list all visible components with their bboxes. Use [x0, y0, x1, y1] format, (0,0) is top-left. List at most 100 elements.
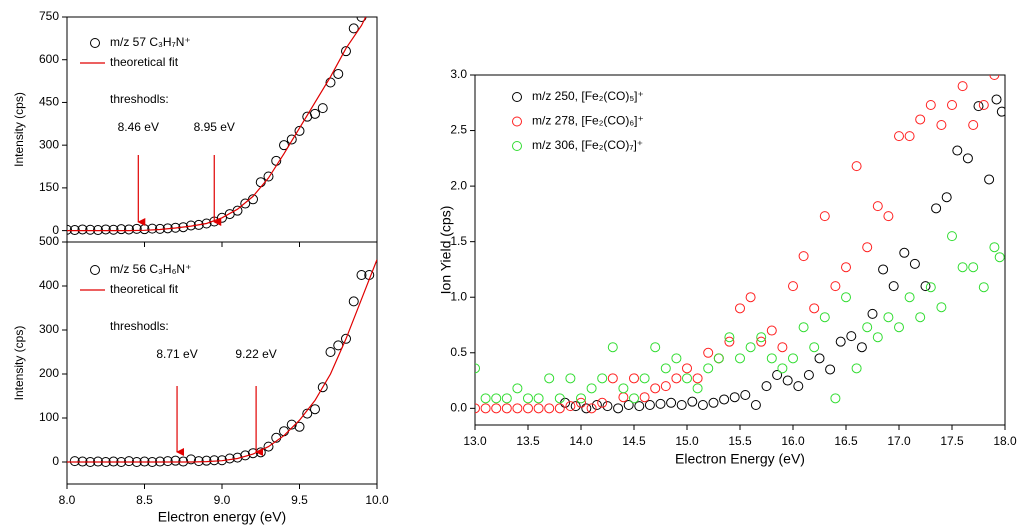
- data-point: [761, 381, 772, 392]
- data-point: [286, 419, 297, 430]
- legend-marker: [512, 92, 522, 102]
- data-point: [650, 383, 661, 394]
- data-point: [310, 404, 320, 415]
- data-point: [576, 397, 586, 408]
- x-tick-label: 17.5: [940, 434, 964, 448]
- data-point: [232, 205, 243, 216]
- data-point: [708, 397, 719, 408]
- data-point: [170, 455, 181, 466]
- data-point: [108, 224, 119, 235]
- y-tick-label: 450: [39, 95, 59, 109]
- data-point: [936, 302, 947, 313]
- data-point: [147, 223, 158, 234]
- data-point: [666, 397, 677, 408]
- data-point: [317, 382, 328, 393]
- data-point: [724, 332, 735, 343]
- y-tick-label: 1.0: [450, 289, 467, 303]
- data-point: [629, 393, 639, 404]
- threshold-label: 9.22 eV: [235, 347, 276, 361]
- plot-area: [67, 259, 377, 467]
- data-point: [703, 347, 714, 358]
- data-point: [915, 114, 926, 125]
- y-axis-label: Intensity (cps): [12, 326, 26, 401]
- data-point: [660, 363, 671, 374]
- data-point: [333, 68, 344, 79]
- y-tick-label: 200: [39, 366, 59, 380]
- data-point: [841, 292, 851, 303]
- data-point: [830, 281, 841, 292]
- data-point: [491, 393, 502, 404]
- data-point: [302, 408, 313, 419]
- x-axis-label: Electron Energy (eV): [675, 451, 805, 467]
- x-tick-label: 13.0: [463, 434, 487, 448]
- data-point: [830, 393, 841, 404]
- data-point: [565, 401, 576, 412]
- data-point: [201, 455, 212, 466]
- data-point: [356, 270, 367, 280]
- data-point: [729, 392, 740, 403]
- data-point: [581, 403, 592, 414]
- x-tick-label: 13.5: [516, 434, 540, 448]
- data-point: [991, 94, 1002, 105]
- data-point: [491, 403, 502, 414]
- data-point: [772, 370, 783, 380]
- data-point: [586, 383, 597, 394]
- x-tick-label: 14.0: [569, 434, 593, 448]
- data-point: [116, 224, 127, 235]
- data-point: [475, 363, 480, 374]
- data-point: [263, 171, 274, 182]
- data-point: [348, 296, 359, 307]
- data-point: [862, 322, 873, 333]
- data-point: [501, 403, 512, 414]
- data-point: [782, 375, 793, 386]
- legend-marker: [512, 141, 522, 151]
- data-point: [735, 303, 745, 314]
- data-point: [512, 383, 523, 394]
- data-point: [544, 373, 555, 384]
- data-point: [724, 336, 735, 347]
- data-point: [883, 211, 894, 222]
- data-point: [777, 342, 788, 353]
- data-point: [607, 342, 618, 353]
- x-tick-label: 10.0: [365, 493, 389, 507]
- y-tick-label: 100: [39, 410, 59, 424]
- data-point: [655, 398, 666, 409]
- data-point: [613, 403, 624, 414]
- data-point: [819, 312, 830, 323]
- data-point: [325, 347, 336, 357]
- data-point: [994, 252, 1005, 263]
- data-point: [809, 342, 820, 353]
- y-axis-label: Intensity (cps): [12, 92, 26, 167]
- data-point: [851, 161, 862, 172]
- data-point: [883, 312, 894, 323]
- x-axis-label: Electron energy (eV): [158, 509, 286, 525]
- data-point: [85, 224, 96, 235]
- plot-frame: [66, 241, 378, 485]
- annotation-label: threshodls:: [110, 319, 169, 333]
- data-point: [692, 373, 703, 384]
- y-tick-label: 600: [39, 52, 59, 66]
- data-point: [984, 174, 995, 185]
- data-point: [356, 17, 367, 22]
- data-point: [989, 242, 1000, 253]
- data-point: [201, 218, 212, 229]
- data-point: [554, 403, 565, 414]
- data-point: [533, 393, 544, 404]
- data-point: [841, 262, 851, 273]
- data-point: [756, 336, 767, 347]
- data-point: [745, 292, 756, 303]
- data-point: [920, 281, 931, 292]
- data-point: [279, 426, 289, 437]
- data-point: [618, 392, 629, 403]
- y-tick-label: 300: [39, 322, 59, 336]
- data-point: [925, 282, 936, 293]
- data-point: [968, 120, 979, 130]
- data-point: [851, 363, 862, 374]
- y-tick-label: 0: [52, 454, 59, 468]
- legend-marker: [90, 38, 100, 48]
- x-tick-label: 8.5: [136, 493, 153, 507]
- data-point: [793, 381, 804, 392]
- data-point: [957, 81, 968, 92]
- data-point: [936, 120, 947, 130]
